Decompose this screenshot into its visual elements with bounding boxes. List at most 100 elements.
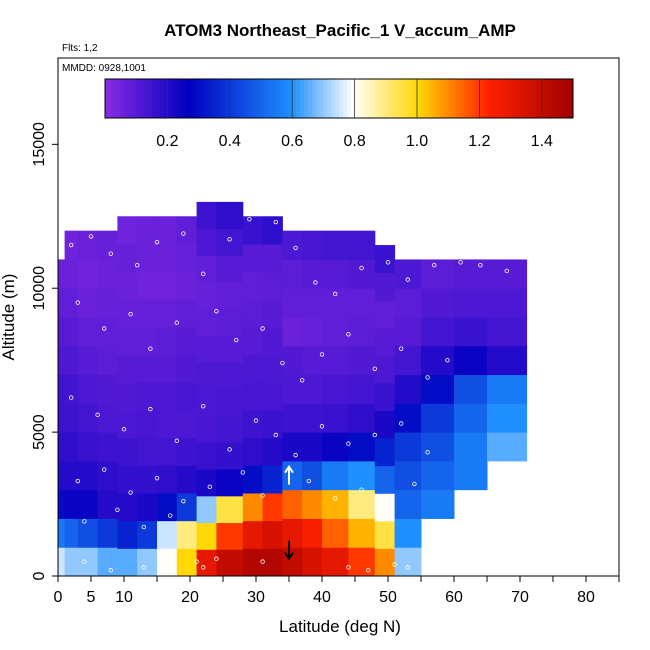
colorbar-segment: [510, 79, 515, 118]
sample-point: [227, 447, 232, 452]
heatmap-cell: [487, 432, 528, 462]
heatmap-cell: [242, 354, 264, 383]
colorbar-segment: [253, 79, 258, 118]
colorbar-segment: [331, 79, 336, 118]
colorbar-segment: [132, 79, 137, 118]
heatmap-cell: [176, 492, 198, 522]
sample-point: [372, 366, 377, 371]
heatmap-cell: [242, 548, 264, 577]
colorbar-segment: [183, 79, 188, 118]
heatmap-cell: [97, 432, 118, 462]
heatmap-cell: [348, 259, 376, 289]
sample-point: [200, 565, 206, 570]
heatmap-cell: [176, 548, 198, 577]
colorbar-segment: [136, 79, 141, 118]
heatmap-cell: [262, 354, 283, 383]
colorbar-segment: [389, 79, 394, 118]
heatmap-cell: [454, 288, 488, 318]
sample-point: [346, 441, 351, 446]
x-tick-label: 80: [577, 589, 595, 606]
heatmap-cell: [302, 460, 323, 491]
heatmap-cell: [196, 255, 217, 283]
heatmap-cell: [421, 288, 455, 318]
heatmap-cell: [216, 308, 244, 336]
heatmap-cell: [242, 492, 264, 522]
colorbar-segment: [155, 79, 160, 118]
heatmap-cell: [348, 403, 376, 433]
sample-point: [200, 404, 206, 409]
heatmap-cell: [216, 201, 244, 230]
colorbar-tick-label: 0.2: [156, 133, 178, 150]
heatmap-cell: [97, 345, 118, 376]
colorbar-segment: [405, 79, 410, 118]
colorbar-segment: [280, 79, 285, 118]
sample-point: [88, 234, 94, 239]
colorbar-segment: [303, 79, 309, 118]
heatmap-cell: [117, 299, 138, 328]
heatmap-cell: [137, 382, 158, 411]
colorbar-segment: [105, 79, 110, 118]
heatmap-cell: [216, 282, 244, 310]
colorbar-segment: [358, 79, 363, 118]
heatmap-cell: [394, 547, 422, 577]
sample-point: [161, 568, 166, 573]
heatmap-cell: [282, 403, 303, 433]
sample-point: [181, 498, 186, 504]
heatmap-cell: [216, 388, 244, 417]
colorbar-segment: [214, 79, 219, 118]
colorbar-segment: [420, 79, 426, 118]
heatmap-cell: [117, 354, 138, 383]
sample-point: [273, 219, 278, 225]
sample-point: [504, 268, 509, 274]
heatmap-cell: [64, 403, 79, 433]
heatmap-cell: [216, 335, 244, 363]
colorbar-tick-label: 1.0: [406, 133, 428, 150]
heatmap-cell: [374, 300, 396, 329]
sample-point: [385, 260, 391, 265]
colorbar-segment: [120, 79, 125, 118]
heatmap-cell: [348, 489, 376, 519]
colorbar-segment: [502, 79, 508, 118]
heatmap-cell: [196, 201, 217, 230]
heatmap-cell: [242, 271, 264, 300]
sample-point: [148, 346, 153, 351]
heatmap-cell: [242, 520, 264, 549]
heatmap-cell: [394, 374, 422, 404]
heatmap-cell: [77, 489, 99, 519]
heatmap-cell: [117, 548, 138, 577]
sample-point: [75, 300, 80, 305]
sample-point: [128, 490, 133, 495]
colorbar-segment: [163, 79, 168, 118]
sample-point: [194, 559, 199, 564]
heatmap-cell: [157, 548, 178, 577]
heatmap-cell: [196, 388, 217, 417]
heatmap-cell: [196, 495, 217, 524]
y-tick-label: 0: [31, 571, 48, 580]
heatmap-cell: [322, 403, 349, 433]
colorbar-segment: [565, 79, 570, 118]
sample-point: [405, 277, 410, 282]
heatmap-cell: [137, 216, 158, 245]
heatmap-cell: [176, 271, 198, 300]
colorbar-segment: [366, 79, 371, 118]
colorbar-tick-label: 1.2: [468, 133, 490, 150]
colorbar-segment: [147, 79, 153, 118]
colorbar-segment: [475, 79, 480, 118]
heatmap-cell: [394, 317, 422, 347]
colorbar-segment: [413, 79, 418, 118]
heatmap-cell: [117, 382, 138, 411]
heatmap-cell: [421, 460, 455, 491]
colorbar-segment: [381, 79, 387, 118]
heatmap-cell: [487, 259, 528, 289]
heatmap-cell: [322, 288, 349, 318]
heatmap-cell: [176, 216, 198, 245]
colorbar-segment: [401, 79, 406, 118]
colorbar-segment: [498, 79, 504, 118]
sample-point: [154, 239, 160, 245]
heatmap-cell: [77, 259, 99, 289]
heatmap-cell: [216, 495, 244, 524]
heatmap-cell: [196, 469, 217, 497]
sample-point: [333, 496, 338, 501]
sample-point: [478, 263, 483, 268]
heatmap-cell: [216, 549, 244, 577]
